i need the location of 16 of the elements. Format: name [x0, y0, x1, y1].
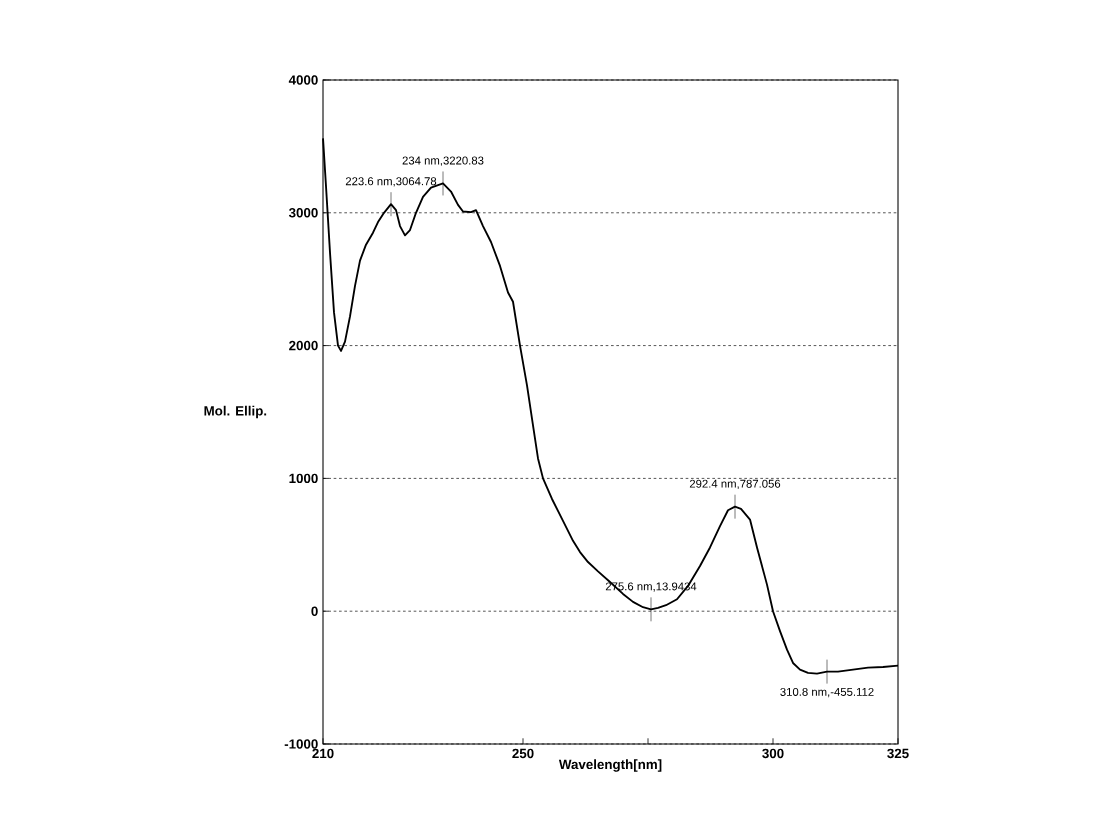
y-tick-label: 4000 [288, 75, 318, 85]
y-tick-label: 1000 [289, 473, 318, 484]
x-tick-label: 210 [312, 748, 334, 759]
x-tick-label: 250 [512, 748, 534, 759]
annotation: 234 nm,3220.83 [402, 156, 484, 166]
y-tick-label: 0 [311, 606, 318, 616]
annotation: 223.6 nm,3064.78 [345, 177, 437, 187]
y-tick-label: 3000 [288, 208, 318, 218]
y-tick-label: 2000 [289, 340, 318, 351]
annotation: 310.8 nm,-455.112 [780, 687, 874, 698]
x-tick-label: 325 [887, 748, 909, 759]
x-axis-title: Wavelength[nm] [558, 759, 662, 772]
y-axis-title: Mol. Ellip. [204, 405, 267, 419]
annotation: 292.4 nm,787.056 [689, 479, 781, 490]
y-tick-label: -1000 [284, 739, 318, 749]
x-tick-label: 300 [762, 748, 784, 759]
